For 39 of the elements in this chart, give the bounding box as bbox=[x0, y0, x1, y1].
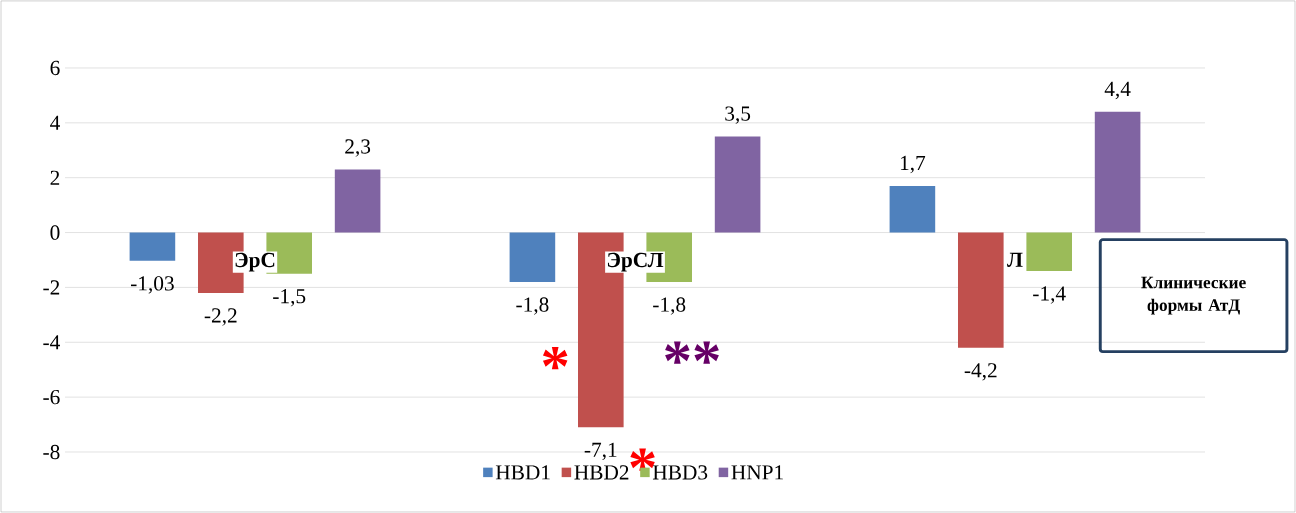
data-label: 4,4 bbox=[1104, 81, 1131, 100]
y-tick-label: -2 bbox=[43, 280, 60, 295]
annotation: * bbox=[630, 448, 655, 471]
legend-label: HBD3 bbox=[652, 465, 708, 480]
data-label: -1,8 bbox=[653, 297, 686, 315]
y-tick-label: 0 bbox=[50, 225, 60, 240]
bar bbox=[889, 185, 936, 233]
annotation: * bbox=[542, 347, 568, 370]
y-tick-label: -8 bbox=[43, 444, 60, 460]
y-tick-label: -6 bbox=[43, 389, 60, 405]
bar bbox=[714, 136, 761, 233]
data-label: -1,03 bbox=[130, 276, 174, 294]
x-tick-label: Л bbox=[1007, 252, 1023, 267]
data-label: -1,4 bbox=[1033, 286, 1066, 304]
data-label: -7,1 bbox=[584, 442, 617, 461]
y-tick-label: -4 bbox=[43, 335, 60, 350]
bar bbox=[958, 232, 1004, 348]
data-label: -2,2 bbox=[204, 308, 237, 326]
y-tick-label: 2 bbox=[50, 170, 60, 185]
bar bbox=[509, 232, 556, 282]
data-label: -4,2 bbox=[964, 363, 997, 381]
data-label: 3,5 bbox=[725, 106, 751, 124]
legend-label: HNP1 bbox=[731, 465, 783, 480]
legend-label: HBD2 bbox=[574, 465, 629, 480]
y-tick-label: 6 bbox=[50, 60, 60, 76]
data-label: -1,8 bbox=[516, 297, 549, 315]
bar bbox=[129, 232, 176, 261]
y-tick-label: 4 bbox=[50, 115, 60, 130]
x-axis-title: Клинические формы АтД bbox=[1141, 276, 1246, 315]
data-label: 2,3 bbox=[345, 139, 371, 157]
annotation: ** bbox=[665, 341, 719, 364]
x-tick-label: ЭрС bbox=[235, 252, 275, 272]
bar bbox=[1026, 232, 1072, 271]
bar bbox=[334, 169, 381, 233]
legend-label: HBD1 bbox=[495, 465, 550, 480]
x-tick-label: ЭрСЛ bbox=[607, 252, 664, 272]
data-label: -1,5 bbox=[273, 289, 306, 307]
bar bbox=[1094, 111, 1141, 233]
data-label: 1,7 bbox=[900, 155, 926, 174]
